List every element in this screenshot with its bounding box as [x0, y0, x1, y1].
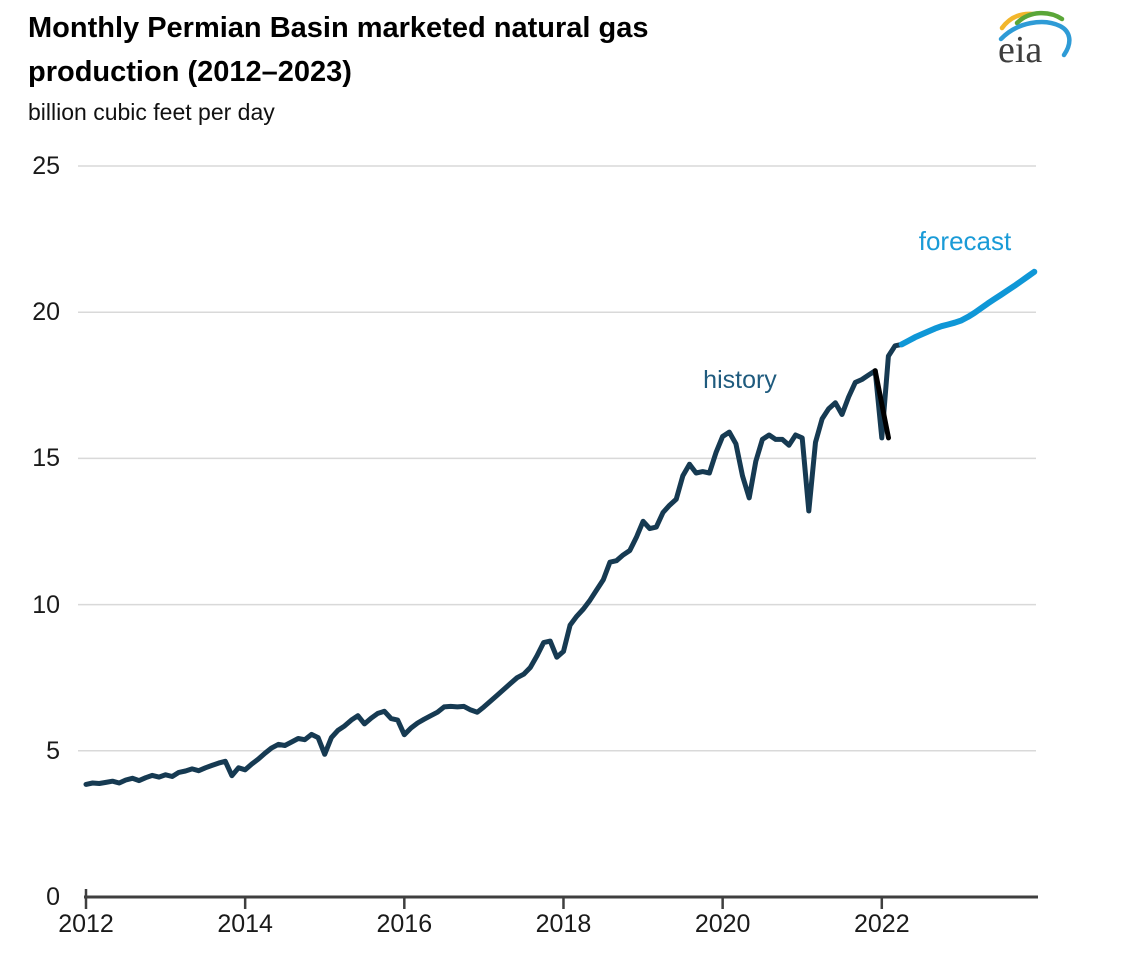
- chart-units-subtitle: billion cubic feet per day: [28, 99, 275, 125]
- y-tick-label-10: 10: [32, 590, 60, 619]
- x-tick-label-2018: 2018: [535, 910, 592, 938]
- y-tick-label-15: 15: [32, 444, 60, 473]
- series-line-freeze-dip-black: [872, 368, 891, 441]
- x-tick-label-2014: 2014: [217, 910, 273, 938]
- eia-logo-green-arc: [1014, 10, 1065, 26]
- x-tick-label-2020: 2020: [694, 910, 751, 938]
- eia-logo-blue-arc: [998, 19, 1072, 58]
- forecast-series-label: forecast: [918, 226, 1012, 256]
- y-tick-label-5: 5: [46, 736, 60, 765]
- x-tick-label-2022: 2022: [853, 910, 910, 938]
- eia-logo: eia: [998, 10, 1072, 68]
- y-tick-label-0: 0: [46, 883, 60, 911]
- page-title: Monthly Permian Basin marketed natural g…: [28, 12, 649, 88]
- y-tick-label-25: 25: [32, 152, 60, 180]
- series-line-forecast: [898, 268, 1038, 348]
- x-tick-label-2012: 2012: [58, 910, 114, 938]
- eia-logo-text: eia: [998, 29, 1042, 68]
- series-line-history: [83, 341, 905, 787]
- y-tick-label-20: 20: [32, 298, 60, 327]
- x-tick-label-2016: 2016: [376, 910, 433, 938]
- history-series-label: history: [703, 366, 777, 394]
